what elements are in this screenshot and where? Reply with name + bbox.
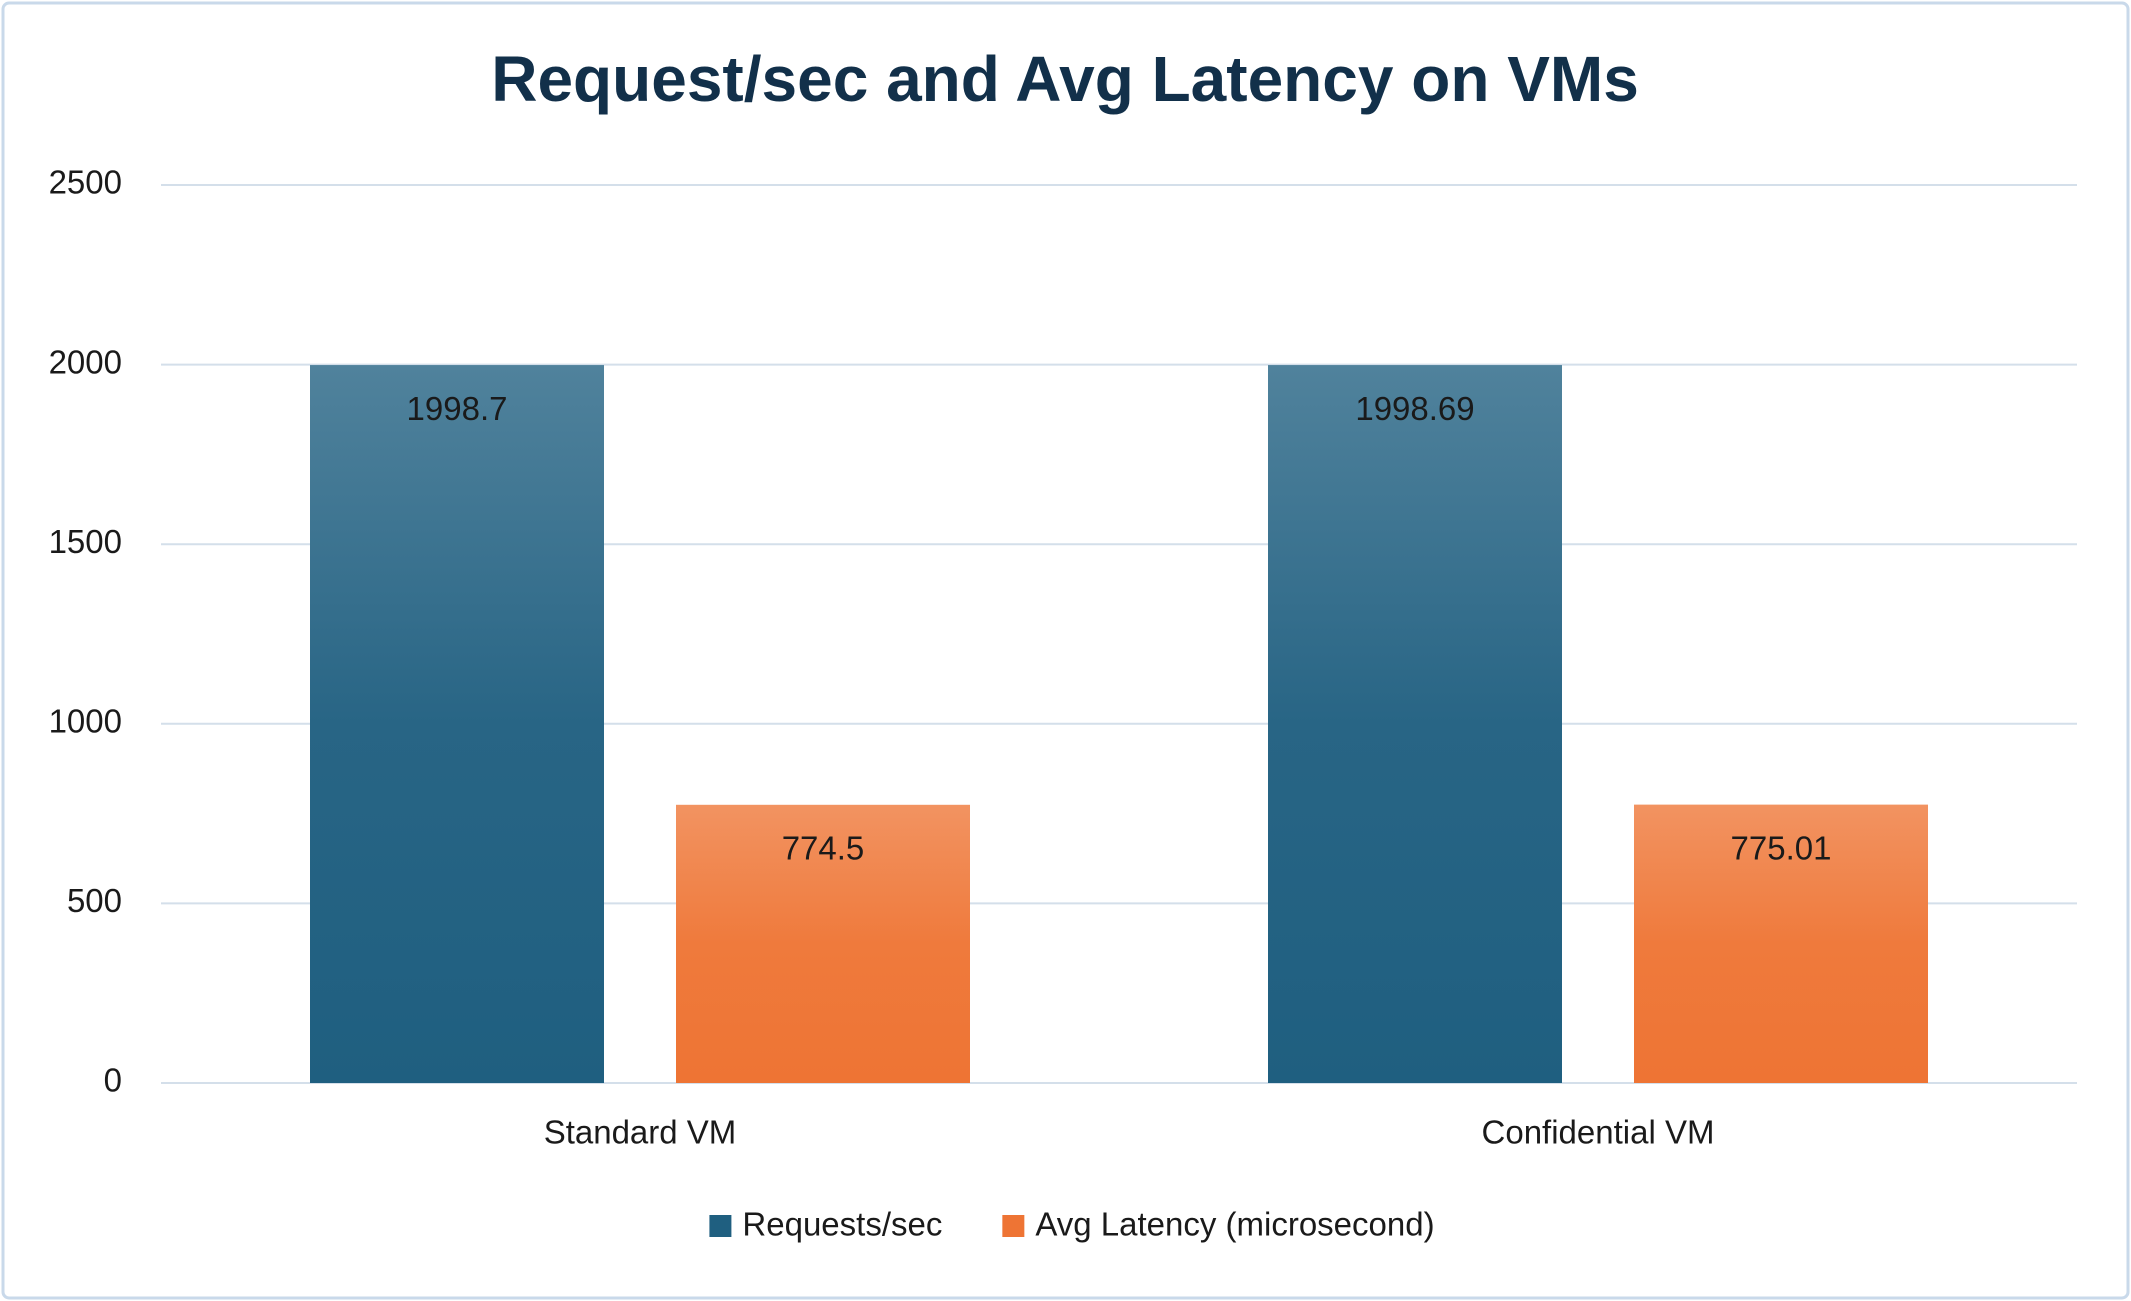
y-tick-label: 0 — [104, 1062, 122, 1099]
y-tick-label: 2000 — [49, 343, 122, 380]
y-tick-label: 2500 — [49, 164, 122, 201]
data-label: 1998.69 — [1355, 390, 1474, 427]
data-label: 1998.7 — [407, 390, 508, 427]
data-label: 774.5 — [782, 830, 865, 867]
y-tick-label: 1500 — [49, 523, 122, 560]
x-tick-label: Confidential VM — [1482, 1114, 1715, 1151]
bar — [310, 365, 604, 1083]
bar — [1634, 804, 1928, 1083]
legend-label: Avg Latency (microsecond) — [1035, 1206, 1434, 1243]
legend-swatch — [709, 1215, 732, 1237]
data-label: 775.01 — [1731, 829, 1832, 866]
legend-swatch — [1002, 1215, 1025, 1237]
y-tick-label: 500 — [67, 882, 122, 919]
legend-label: Requests/sec — [742, 1206, 942, 1243]
y-tick-label: 1000 — [49, 703, 122, 740]
bar — [1268, 365, 1562, 1083]
x-tick-label: Standard VM — [544, 1114, 737, 1151]
bar — [676, 804, 970, 1083]
chart-title: Request/sec and Avg Latency on VMs — [491, 43, 1639, 115]
